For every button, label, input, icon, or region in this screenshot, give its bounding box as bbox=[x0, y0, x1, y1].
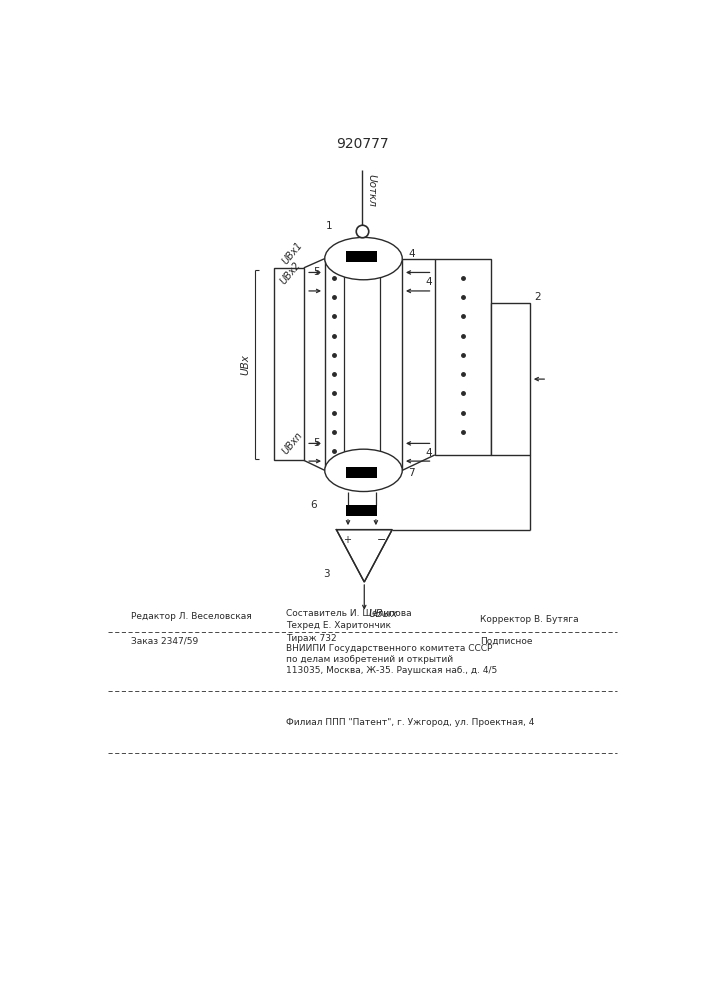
Bar bbox=[435, 259, 491, 455]
Text: UBxn: UBxn bbox=[280, 430, 304, 456]
Text: UBx2: UBx2 bbox=[279, 260, 303, 286]
Text: Филиал ППП "Патент", г. Ужгород, ул. Проектная, 4: Филиал ППП "Патент", г. Ужгород, ул. Про… bbox=[286, 718, 534, 727]
Bar bbox=[491, 303, 530, 455]
Bar bbox=[346, 251, 378, 262]
Text: Тираж 732: Тираж 732 bbox=[286, 634, 337, 643]
Text: по делам изобретений и открытий: по делам изобретений и открытий bbox=[286, 655, 453, 664]
Bar bbox=[274, 268, 304, 460]
Text: 113035, Москва, Ж-35. Раушская наб., д. 4/5: 113035, Москва, Ж-35. Раушская наб., д. … bbox=[286, 666, 497, 675]
Text: 5: 5 bbox=[313, 438, 320, 448]
Text: UBx1: UBx1 bbox=[280, 240, 304, 266]
Text: 5: 5 bbox=[313, 267, 320, 277]
Text: 3: 3 bbox=[324, 569, 330, 579]
Text: Uоткл: Uоткл bbox=[367, 174, 377, 207]
Text: 6: 6 bbox=[310, 500, 317, 510]
Text: 7: 7 bbox=[409, 468, 415, 478]
Polygon shape bbox=[337, 530, 392, 582]
Text: Подписное: Подписное bbox=[480, 637, 532, 646]
Ellipse shape bbox=[325, 449, 402, 492]
Text: 4: 4 bbox=[409, 249, 415, 259]
Text: Корректор В. Бутяга: Корректор В. Бутяга bbox=[480, 615, 578, 624]
Text: −: − bbox=[377, 535, 386, 545]
Text: Составитель И. Шелипова: Составитель И. Шелипова bbox=[286, 609, 411, 618]
Text: 920777: 920777 bbox=[336, 137, 388, 151]
Text: UBx: UBx bbox=[240, 354, 251, 375]
Bar bbox=[346, 505, 378, 516]
Text: Техред Е. Харитончик: Техред Е. Харитончик bbox=[286, 621, 391, 630]
Text: 4: 4 bbox=[426, 448, 432, 458]
Text: 4: 4 bbox=[426, 277, 432, 287]
Text: UBых: UBых bbox=[368, 609, 397, 619]
Text: 2: 2 bbox=[534, 292, 541, 302]
Text: ВНИИПИ Государственного комитета СССР: ВНИИПИ Государственного комитета СССР bbox=[286, 644, 492, 653]
Bar bbox=[346, 467, 378, 478]
Text: Редактор Л. Веселовская: Редактор Л. Веселовская bbox=[131, 612, 252, 621]
Text: Заказ 2347/59: Заказ 2347/59 bbox=[131, 637, 198, 646]
Ellipse shape bbox=[325, 237, 402, 280]
Text: 1: 1 bbox=[325, 221, 332, 231]
Text: +: + bbox=[343, 535, 351, 545]
